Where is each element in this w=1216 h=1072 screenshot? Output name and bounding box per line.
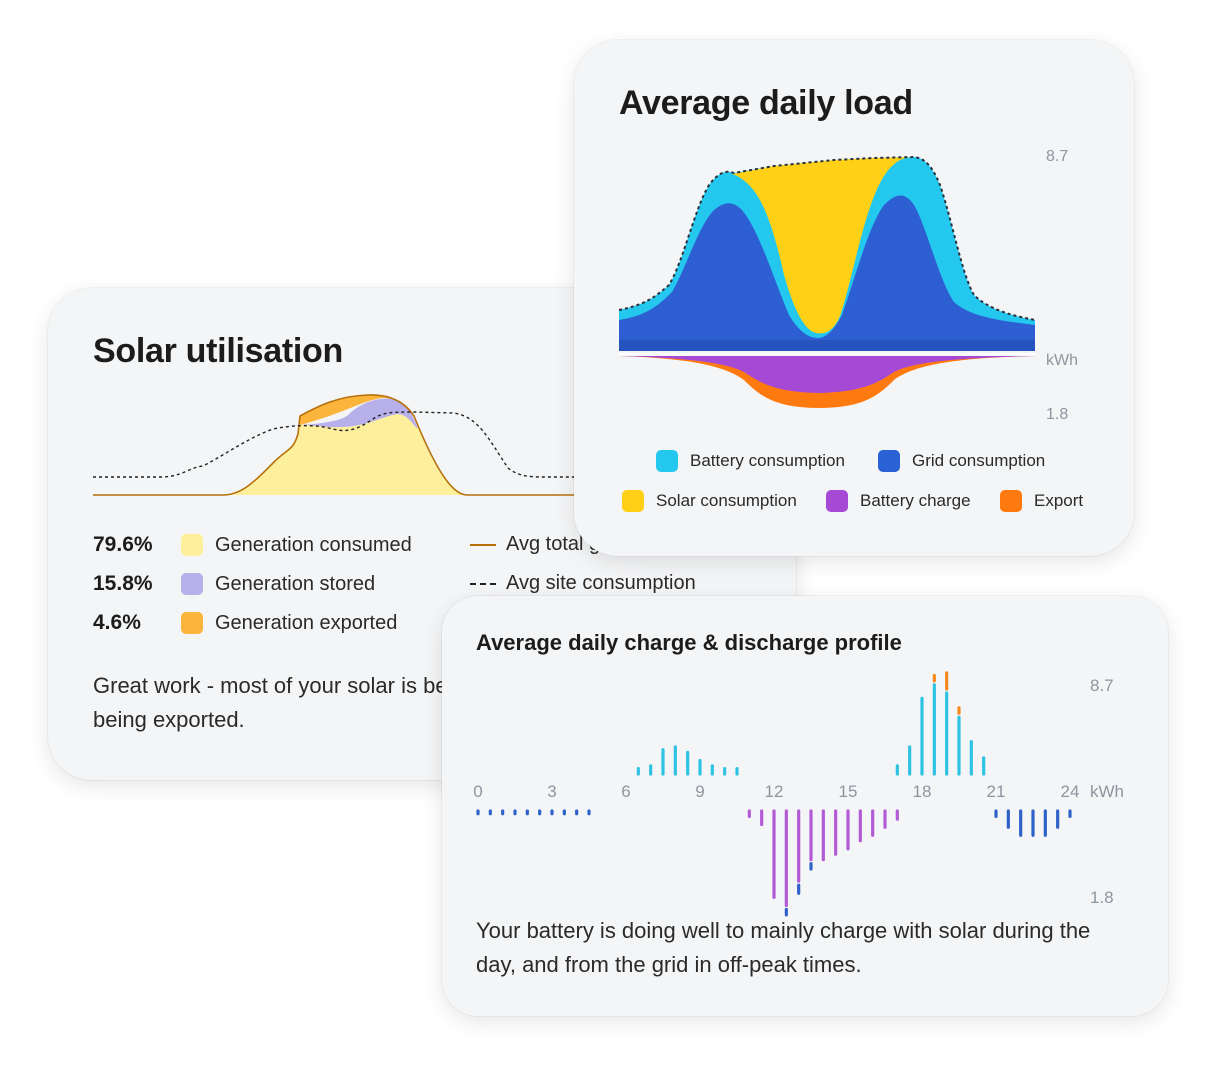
x-tick-3: 3 [547,782,557,801]
x-tick-12: 12 [764,782,784,801]
battery-charge-label: Battery charge [860,491,971,510]
average-daily-load-chart [618,155,1036,408]
generation-stored-percent: 15.8% [93,572,153,595]
load-y-min-label: 1.8 [1046,406,1069,423]
solar-card-title: Solar utilisation [93,332,343,370]
charge-discharge-chart [476,671,1072,917]
legend-battery-consumption: Battery consumption [656,450,845,472]
load-card-title: Average daily load [619,84,913,122]
legend-solar-consumption: Solar consumption [622,490,797,512]
grid-consumption-swatch [878,450,900,472]
charge-y-max-label: 8.7 [1090,676,1114,695]
x-tick-6: 6 [621,782,631,801]
legend-export: Export [1000,490,1083,512]
average-daily-load-card: Average daily load 8.7 kWh 1.8 Battery c… [574,40,1134,556]
generation-exported-swatch [181,612,203,634]
generation-exported-area [300,394,414,425]
grid-consumption-area [619,195,1035,351]
solar-consumption-label: Solar consumption [656,491,797,510]
load-unit-label: kWh [1046,352,1078,369]
generation-stored-area [300,398,418,428]
avg-site-consumption-label: Avg site consumption [506,572,696,594]
legend-row-generation-exported: 4.6% Generation exported [93,611,397,635]
battery-charge-swatch [826,490,848,512]
bars-layer [476,671,1072,917]
load-y-max-label: 8.7 [1046,148,1069,165]
grid-consumption-label: Grid consumption [912,451,1046,470]
battery-consumption-label: Battery consumption [690,451,845,470]
legend-row-avg-site-consumption: Avg site consumption [470,572,696,595]
grid-consumption-shade [619,340,1035,351]
generation-exported-label: Generation exported [215,611,398,634]
generation-consumed-swatch [181,534,203,556]
battery-charge-area [619,356,1035,393]
solar-consumption-area [732,157,912,334]
legend-battery-charge: Battery charge [826,490,971,512]
x-tick-9: 9 [695,782,705,801]
x-tick-21: 21 [986,782,1006,801]
generation-exported-percent: 4.6% [93,611,141,634]
solar-consumption-swatch [622,490,644,512]
battery-consumption-swatch [656,450,678,472]
solar-utilisation-chart [93,394,796,496]
x-tick-24: 24 [1060,782,1080,801]
avg-site-consumption-line [93,411,588,478]
legend-row-generation-consumed: 79.6% Generation consumed [93,533,412,557]
x-tick-18: 18 [912,782,932,801]
generation-consumed-label: Generation consumed [215,533,412,556]
charge-discharge-card: Average daily charge & discharge profile… [442,596,1168,1016]
avg-total-generation-line [93,394,796,496]
generation-stored-label: Generation stored [215,572,376,595]
x-tick-15: 15 [838,782,858,801]
export-swatch [1000,490,1022,512]
legend-row-generation-stored: 15.8% Generation stored [93,572,375,596]
legend-grid-consumption: Grid consumption [878,450,1045,472]
charge-card-message: Your battery is doing well to mainly cha… [476,918,1091,977]
charge-unit-label: kWh [1090,782,1124,801]
charge-card-title: Average daily charge & discharge profile [476,630,902,655]
generation-consumed-area [223,414,468,495]
x-tick-0: 0 [473,782,483,801]
charge-y-min-label: 1.8 [1090,888,1114,907]
export-label: Export [1034,491,1084,510]
generation-consumed-percent: 79.6% [93,533,153,556]
generation-stored-swatch [181,573,203,595]
avg-site-consumption-swatch [470,582,496,585]
avg-total-generation-swatch [470,543,496,546]
